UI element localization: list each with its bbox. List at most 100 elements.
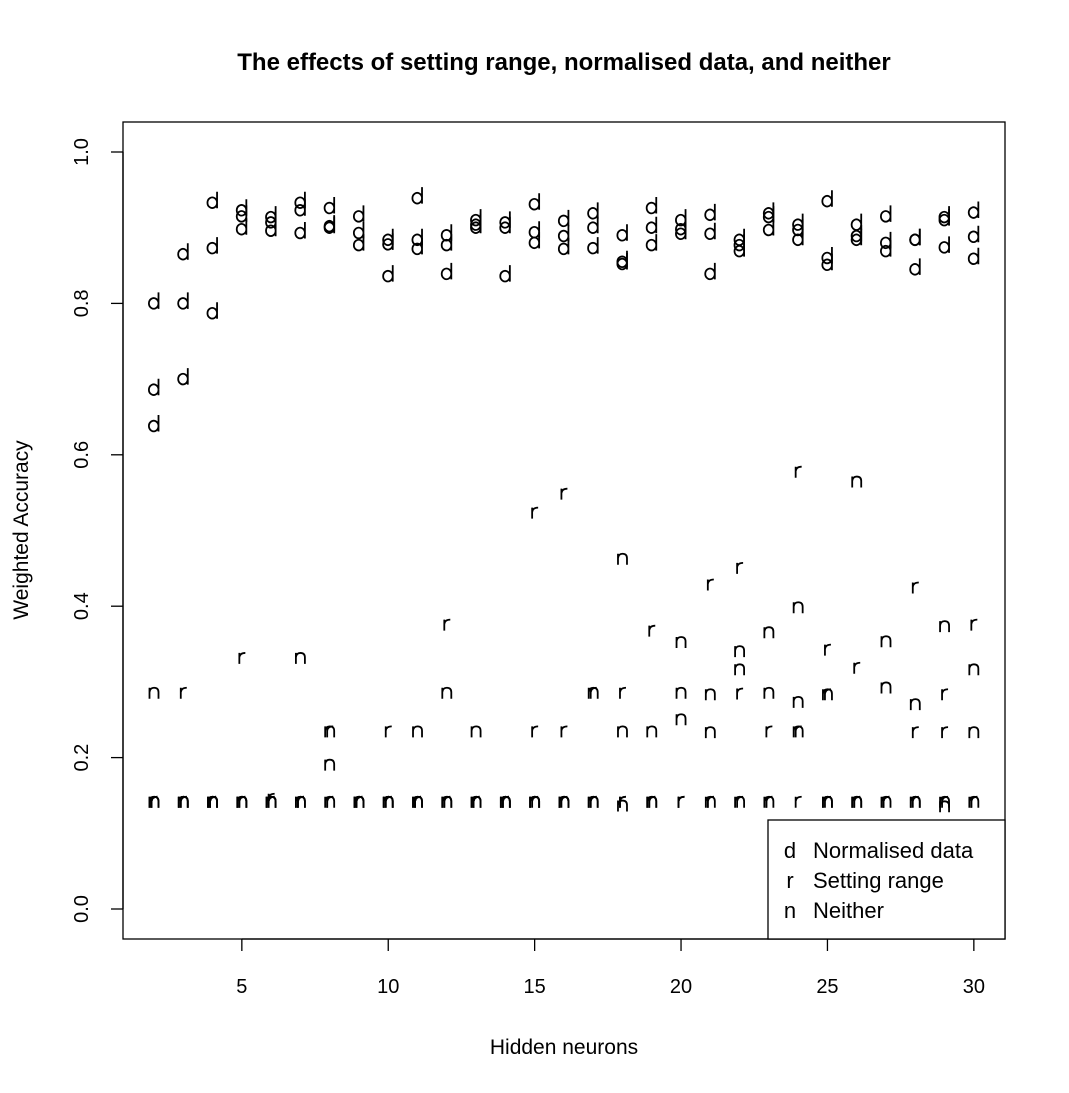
point-d — [792, 213, 804, 231]
point-d — [616, 224, 628, 242]
point-r — [853, 661, 861, 674]
x-axis-label: Hidden neurons — [490, 1036, 638, 1059]
point-n — [880, 681, 892, 694]
point-n — [792, 695, 804, 708]
point-r — [267, 792, 275, 805]
point-n — [968, 663, 980, 676]
point-r — [619, 795, 627, 808]
point-d — [440, 262, 453, 280]
point-d — [528, 231, 541, 249]
point-d — [382, 228, 394, 246]
point-d — [967, 201, 980, 219]
point-d — [675, 218, 687, 236]
point-n — [792, 725, 804, 738]
legend-label: Neither — [813, 898, 884, 923]
point-n — [851, 795, 863, 808]
point-n — [412, 795, 423, 808]
point-n — [324, 795, 336, 808]
point-n — [646, 795, 658, 808]
y-tick-label: 1.0 — [71, 138, 93, 166]
point-r — [238, 652, 246, 664]
point-n — [587, 795, 599, 808]
point-d — [557, 225, 570, 243]
legend-label: Normalised data — [813, 838, 974, 863]
point-n — [792, 601, 804, 614]
point-r — [531, 725, 539, 738]
point-d — [938, 209, 950, 227]
point-d — [294, 221, 306, 240]
point-n — [470, 725, 482, 738]
point-n — [968, 795, 980, 808]
point-n — [763, 626, 775, 639]
point-r — [736, 687, 744, 700]
point-r — [765, 725, 773, 738]
point-r — [911, 726, 919, 739]
point-n — [880, 795, 892, 808]
point-n — [265, 795, 277, 808]
point-d — [382, 233, 394, 251]
point-d — [909, 228, 921, 246]
point-d — [704, 203, 716, 221]
point-n — [382, 795, 394, 808]
point-d — [850, 228, 863, 246]
legend: d Normalised data r Setting range n Neither — [767, 819, 1006, 940]
point-d — [762, 202, 775, 220]
plot-frame — [122, 121, 1006, 940]
point-r — [736, 561, 744, 574]
point-d — [645, 197, 658, 215]
point-n — [880, 635, 892, 648]
point-n — [324, 725, 336, 738]
point-n — [353, 795, 365, 808]
point-d — [821, 253, 833, 271]
point-d — [323, 197, 336, 215]
point-n — [499, 795, 511, 808]
data-points — [148, 187, 980, 813]
point-d — [265, 206, 277, 224]
point-d — [733, 228, 745, 246]
point-n — [177, 795, 189, 808]
point-n — [822, 688, 833, 701]
point-n — [704, 795, 716, 808]
point-r — [443, 618, 451, 631]
point-d — [938, 236, 950, 254]
point-d — [440, 224, 453, 242]
point-n — [968, 726, 980, 739]
point-d — [206, 302, 218, 320]
legend-symbol: n — [784, 898, 796, 923]
y-axis-label: Weighted Accuracy — [10, 440, 33, 620]
point-d — [880, 205, 892, 223]
point-d — [382, 265, 394, 283]
point-d — [148, 415, 160, 433]
point-n — [236, 795, 248, 808]
point-d — [880, 240, 892, 258]
point-n — [617, 725, 628, 738]
axes: 5 10 15 20 25 30 0.0 0.2 0.4 0.6 0.8 1.0 — [71, 138, 985, 998]
x-tick-label: 20 — [670, 976, 692, 998]
legend-symbol: r — [786, 868, 793, 893]
point-d — [967, 225, 980, 243]
point-d — [528, 193, 541, 211]
point-d — [850, 213, 863, 231]
point-n — [207, 795, 218, 808]
point-d — [470, 216, 482, 234]
point-n — [617, 552, 628, 565]
point-n — [675, 686, 687, 699]
legend-label: Setting range — [813, 868, 944, 893]
point-d — [967, 247, 980, 265]
point-r — [794, 465, 802, 478]
point-r — [824, 643, 831, 656]
y-tick-label: 0.0 — [71, 895, 93, 923]
point-d — [148, 292, 160, 310]
point-n — [470, 795, 482, 808]
point-r — [648, 624, 656, 637]
point-r — [560, 725, 568, 738]
point-d — [352, 234, 365, 252]
point-n — [412, 725, 423, 738]
point-d — [587, 202, 599, 220]
point-d — [177, 243, 189, 261]
point-n — [939, 620, 950, 633]
point-n — [675, 636, 687, 649]
point-r — [941, 726, 949, 739]
y-tick-label: 0.6 — [71, 441, 93, 469]
point-r — [970, 618, 978, 631]
